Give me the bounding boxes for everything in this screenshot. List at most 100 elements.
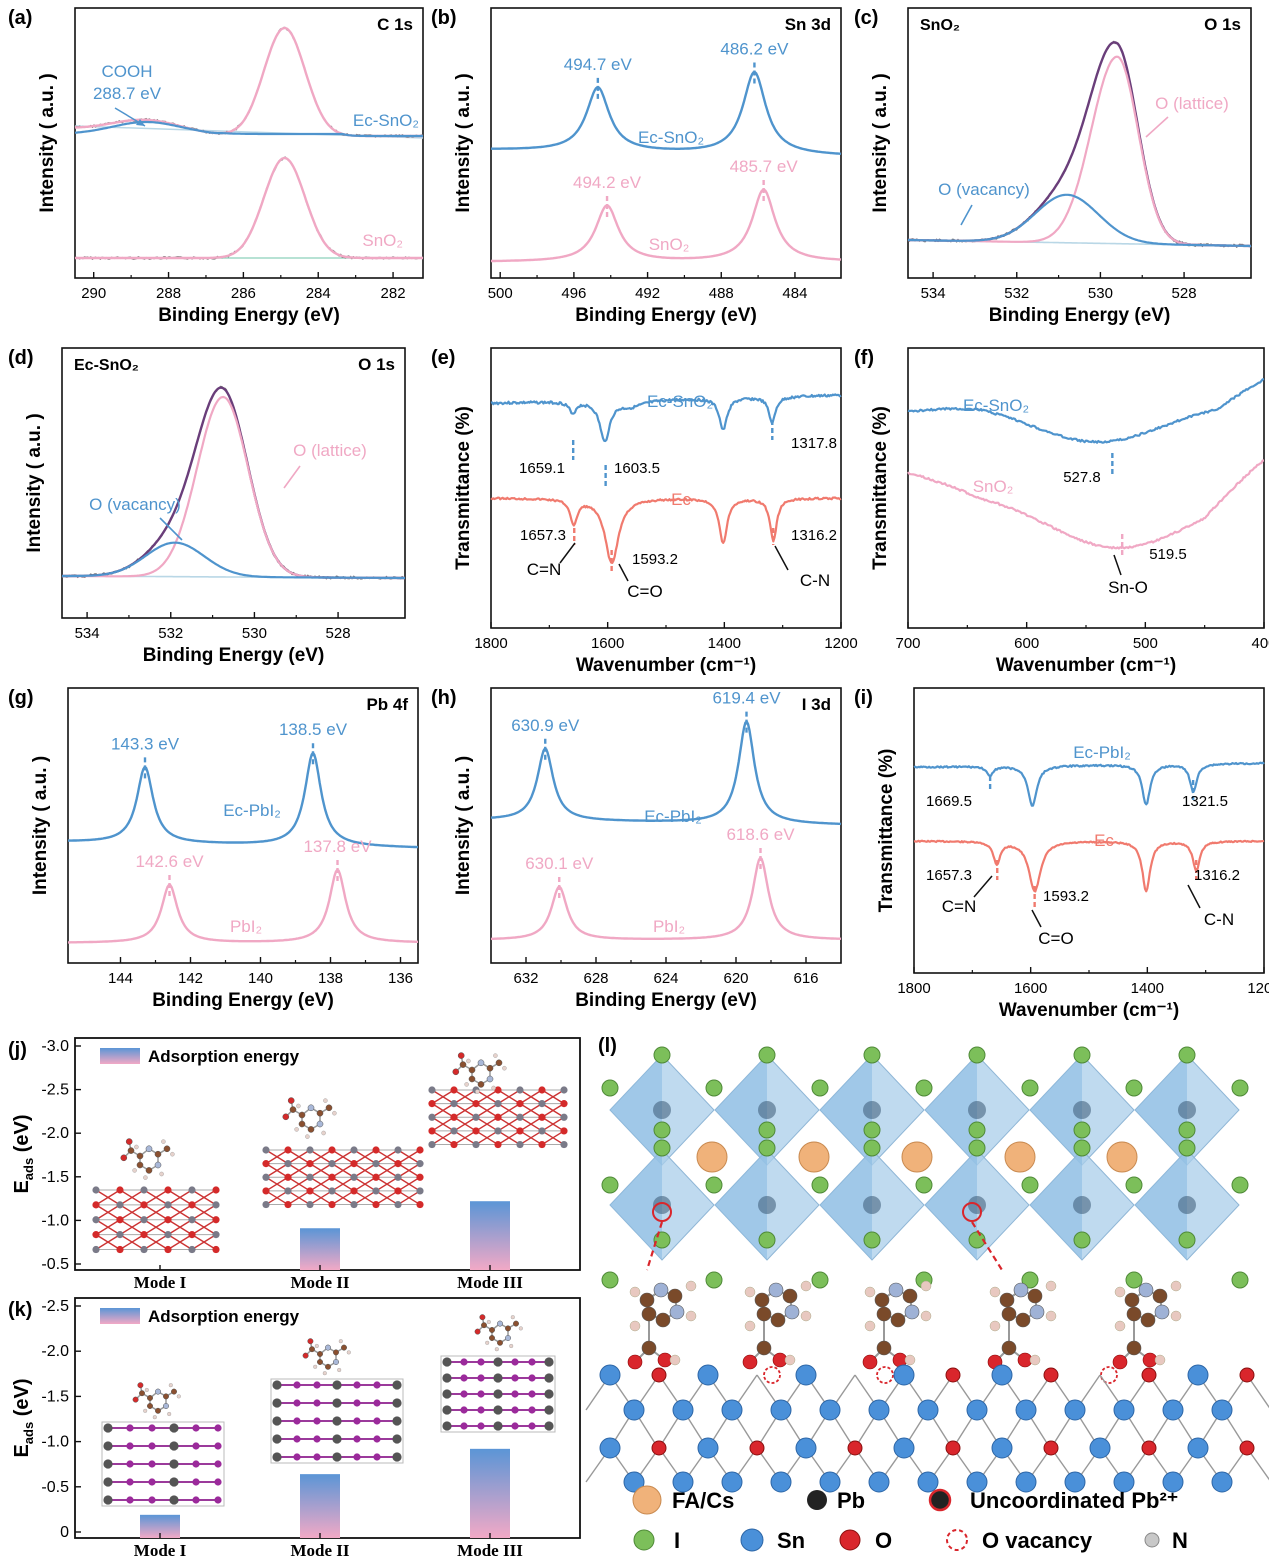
lattice-atom	[272, 1452, 282, 1462]
lattice-atom	[516, 1100, 524, 1108]
lattice-bond	[541, 1103, 565, 1118]
spectrum-line	[491, 70, 842, 155]
o-atom	[651, 1367, 667, 1383]
lattice-bond	[287, 1190, 311, 1206]
molecule-atom	[452, 1068, 460, 1076]
y-axis-unit: (eV)	[11, 1378, 33, 1421]
molecule-atom	[667, 1288, 683, 1304]
x-tick-label: 528	[326, 625, 351, 642]
x-axis-label: Binding Energy (eV)	[575, 990, 757, 1011]
y-axis-label: Transmittance (%)	[870, 406, 891, 570]
i-atom	[863, 1139, 881, 1157]
lattice-bond	[353, 1176, 377, 1192]
sn-atom	[599, 1437, 621, 1459]
lattice-bond	[119, 1204, 145, 1221]
lattice-atom	[306, 1146, 314, 1154]
x-axis-label: Wavenumber (cm⁻¹)	[576, 655, 756, 676]
molecule-atom	[1126, 1306, 1142, 1322]
lattice-atom	[284, 1187, 292, 1195]
molecule-atom	[298, 1111, 306, 1119]
legend-n-icon	[1144, 1532, 1160, 1548]
molecule-atom	[890, 1312, 906, 1328]
pb-atom	[1073, 1196, 1091, 1214]
molecule-atom	[904, 1354, 916, 1366]
molecule-atom	[874, 1292, 890, 1308]
pb-atom	[758, 1196, 776, 1214]
lattice-atom	[169, 1459, 179, 1469]
lattice-atom	[92, 1186, 100, 1194]
annotation: COOH	[102, 62, 153, 81]
x-tick-label: 492	[635, 285, 660, 302]
i-atom	[1021, 1271, 1039, 1289]
x-tick-label: 136	[388, 970, 413, 987]
molecule-atom	[989, 1320, 1001, 1332]
series-label: SnO₂	[362, 231, 403, 250]
molecule-atom	[477, 1059, 485, 1067]
lattice-atom	[350, 1173, 358, 1181]
lattice-bond	[309, 1149, 333, 1165]
panel-l: (l) FA/Cs Pb Uncoordinated Pb²⁺ I Sn O O vacanc…	[585, 1030, 1269, 1560]
molecule-atom	[1170, 1280, 1182, 1292]
sn-atom	[966, 1471, 988, 1493]
panel-j: -3.0 -2.5 -2.0 -1.5 -1.0 -0.5 Eads (eV) (j) Adso…	[0, 1030, 590, 1292]
o-atom	[945, 1367, 961, 1383]
wavenumber-label: 1321.5	[1182, 793, 1228, 810]
x-tick-label: 1400	[1131, 980, 1164, 997]
lattice-bond	[431, 1130, 455, 1146]
wavenumber-label: 1593.2	[632, 551, 678, 568]
lattice-atom	[169, 1423, 179, 1433]
molecule-atom	[139, 1390, 145, 1397]
i-atom	[653, 1121, 671, 1139]
annotation-arrow	[960, 204, 973, 226]
bond-arrow	[559, 542, 576, 564]
lattice-atom	[148, 1442, 156, 1450]
lattice-atom	[516, 1113, 524, 1121]
lattice-bond	[287, 1176, 311, 1192]
lattice-atom	[516, 1086, 524, 1094]
molecule-atom	[147, 1395, 153, 1401]
molecule-atom	[920, 1310, 932, 1322]
molecule-atom	[171, 1388, 177, 1395]
peak-label: 630.1 eV	[525, 854, 594, 873]
plot-frame	[907, 347, 1265, 629]
i-atom	[1073, 1046, 1091, 1064]
lattice-atom	[428, 1100, 436, 1108]
peak-label: 142.6 eV	[135, 852, 204, 871]
lattice-bond	[475, 1130, 499, 1146]
molecule-atom	[316, 1109, 324, 1117]
x-tick-label: 1800	[897, 980, 930, 997]
lattice-atom	[494, 1140, 502, 1149]
peak-label: 485.7 eV	[730, 157, 799, 176]
lattice-atom	[262, 1160, 270, 1168]
lattice-atom	[212, 1216, 220, 1224]
bond-arrow	[1113, 554, 1122, 576]
lattice-atom	[538, 1127, 546, 1135]
component-label: O (lattice)	[1155, 94, 1229, 113]
lattice-bond	[167, 1234, 193, 1251]
lattice-atom	[262, 1200, 270, 1209]
lattice-atom	[494, 1086, 502, 1094]
vacancy-component-line	[908, 193, 1251, 248]
plot-frame	[67, 687, 419, 964]
lattice-atom	[538, 1140, 546, 1149]
molecule-atom	[137, 1382, 144, 1389]
lattice-atom	[192, 1442, 200, 1450]
x-tick-label: 528	[1172, 285, 1197, 302]
lattice-atom	[428, 1113, 436, 1121]
o-atom	[1043, 1367, 1059, 1383]
legend-label: Adsorption energy	[148, 1047, 300, 1066]
pb-atom	[863, 1196, 881, 1214]
i-atom	[601, 1079, 619, 1097]
octahedron-face	[1030, 1150, 1082, 1260]
legend-label: FA/Cs	[672, 1488, 734, 1513]
bar	[140, 1514, 180, 1538]
lattice-atom	[116, 1231, 124, 1239]
lattice-atom	[516, 1127, 524, 1135]
sn-atom	[991, 1364, 1013, 1386]
plot-frame	[61, 347, 406, 619]
lattice-atom	[450, 1086, 458, 1094]
molecule-atom	[313, 1364, 318, 1369]
lattice-bond	[541, 1089, 565, 1105]
lattice-atom	[494, 1127, 502, 1135]
molecule-atom	[307, 1338, 314, 1345]
